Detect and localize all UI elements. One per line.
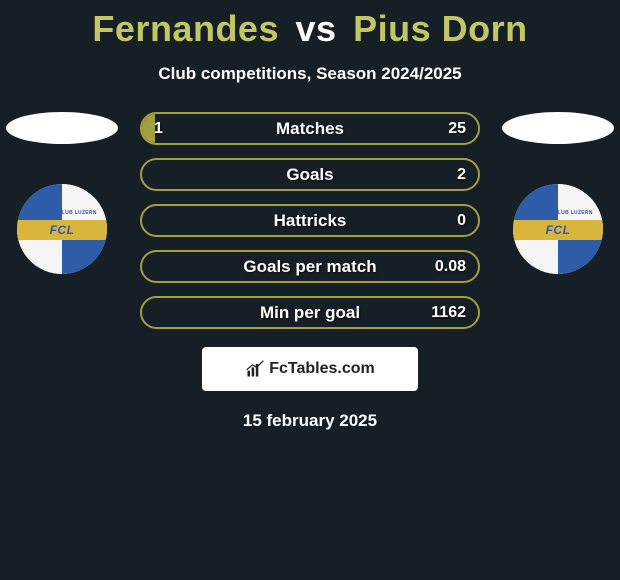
stat-bar: 1Matches25 — [140, 112, 480, 145]
main-row: FUSSBALL CLUB LUZERN FCL 1Matches25 Goals… — [0, 112, 620, 329]
stat-label: Goals per match — [142, 252, 478, 281]
right-club-logo: FUSSBALL CLUB LUZERN FCL — [513, 184, 603, 274]
comparison-infographic: Fernandes vs Pius Dorn Club competitions… — [0, 8, 620, 580]
stat-value-right: 0 — [457, 206, 466, 235]
left-club-logo: FUSSBALL CLUB LUZERN FCL — [17, 184, 107, 274]
brand-box: FcTables.com — [202, 347, 418, 391]
stat-bar: Goals per match0.08 — [140, 250, 480, 283]
stat-label: Matches — [142, 114, 478, 143]
stat-bar: Hattricks0 — [140, 204, 480, 237]
date-text: 15 february 2025 — [0, 411, 620, 431]
subtitle: Club competitions, Season 2024/2025 — [0, 64, 620, 84]
left-club-text: FCL — [50, 223, 75, 237]
right-player-photo-placeholder — [502, 112, 614, 144]
stat-value-right: 0.08 — [435, 252, 466, 281]
title-vs: vs — [296, 8, 337, 49]
left-club-tiny: FUSSBALL CLUB LUZERN — [17, 210, 107, 216]
stat-label: Goals — [142, 160, 478, 189]
stat-value-right: 25 — [448, 114, 466, 143]
stat-label: Min per goal — [142, 298, 478, 327]
right-club-tiny: FUSSBALL CLUB LUZERN — [513, 210, 603, 216]
chart-icon — [245, 359, 265, 379]
title-player1: Fernandes — [92, 8, 279, 49]
stat-bar: Goals2 — [140, 158, 480, 191]
right-club-text: FCL — [546, 223, 571, 237]
right-player-column: FUSSBALL CLUB LUZERN FCL — [498, 112, 618, 274]
brand-text: FcTables.com — [269, 360, 375, 378]
stat-label: Hattricks — [142, 206, 478, 235]
stat-value-right: 2 — [457, 160, 466, 189]
stat-value-right: 1162 — [431, 298, 466, 327]
left-player-column: FUSSBALL CLUB LUZERN FCL — [2, 112, 122, 274]
stat-bar: Min per goal1162 — [140, 296, 480, 329]
page-title: Fernandes vs Pius Dorn — [0, 8, 620, 50]
stat-bars: 1Matches25 Goals2 Hattricks0 Goals per matc… — [140, 112, 480, 329]
left-player-photo-placeholder — [6, 112, 118, 144]
title-player2: Pius Dorn — [353, 8, 528, 49]
